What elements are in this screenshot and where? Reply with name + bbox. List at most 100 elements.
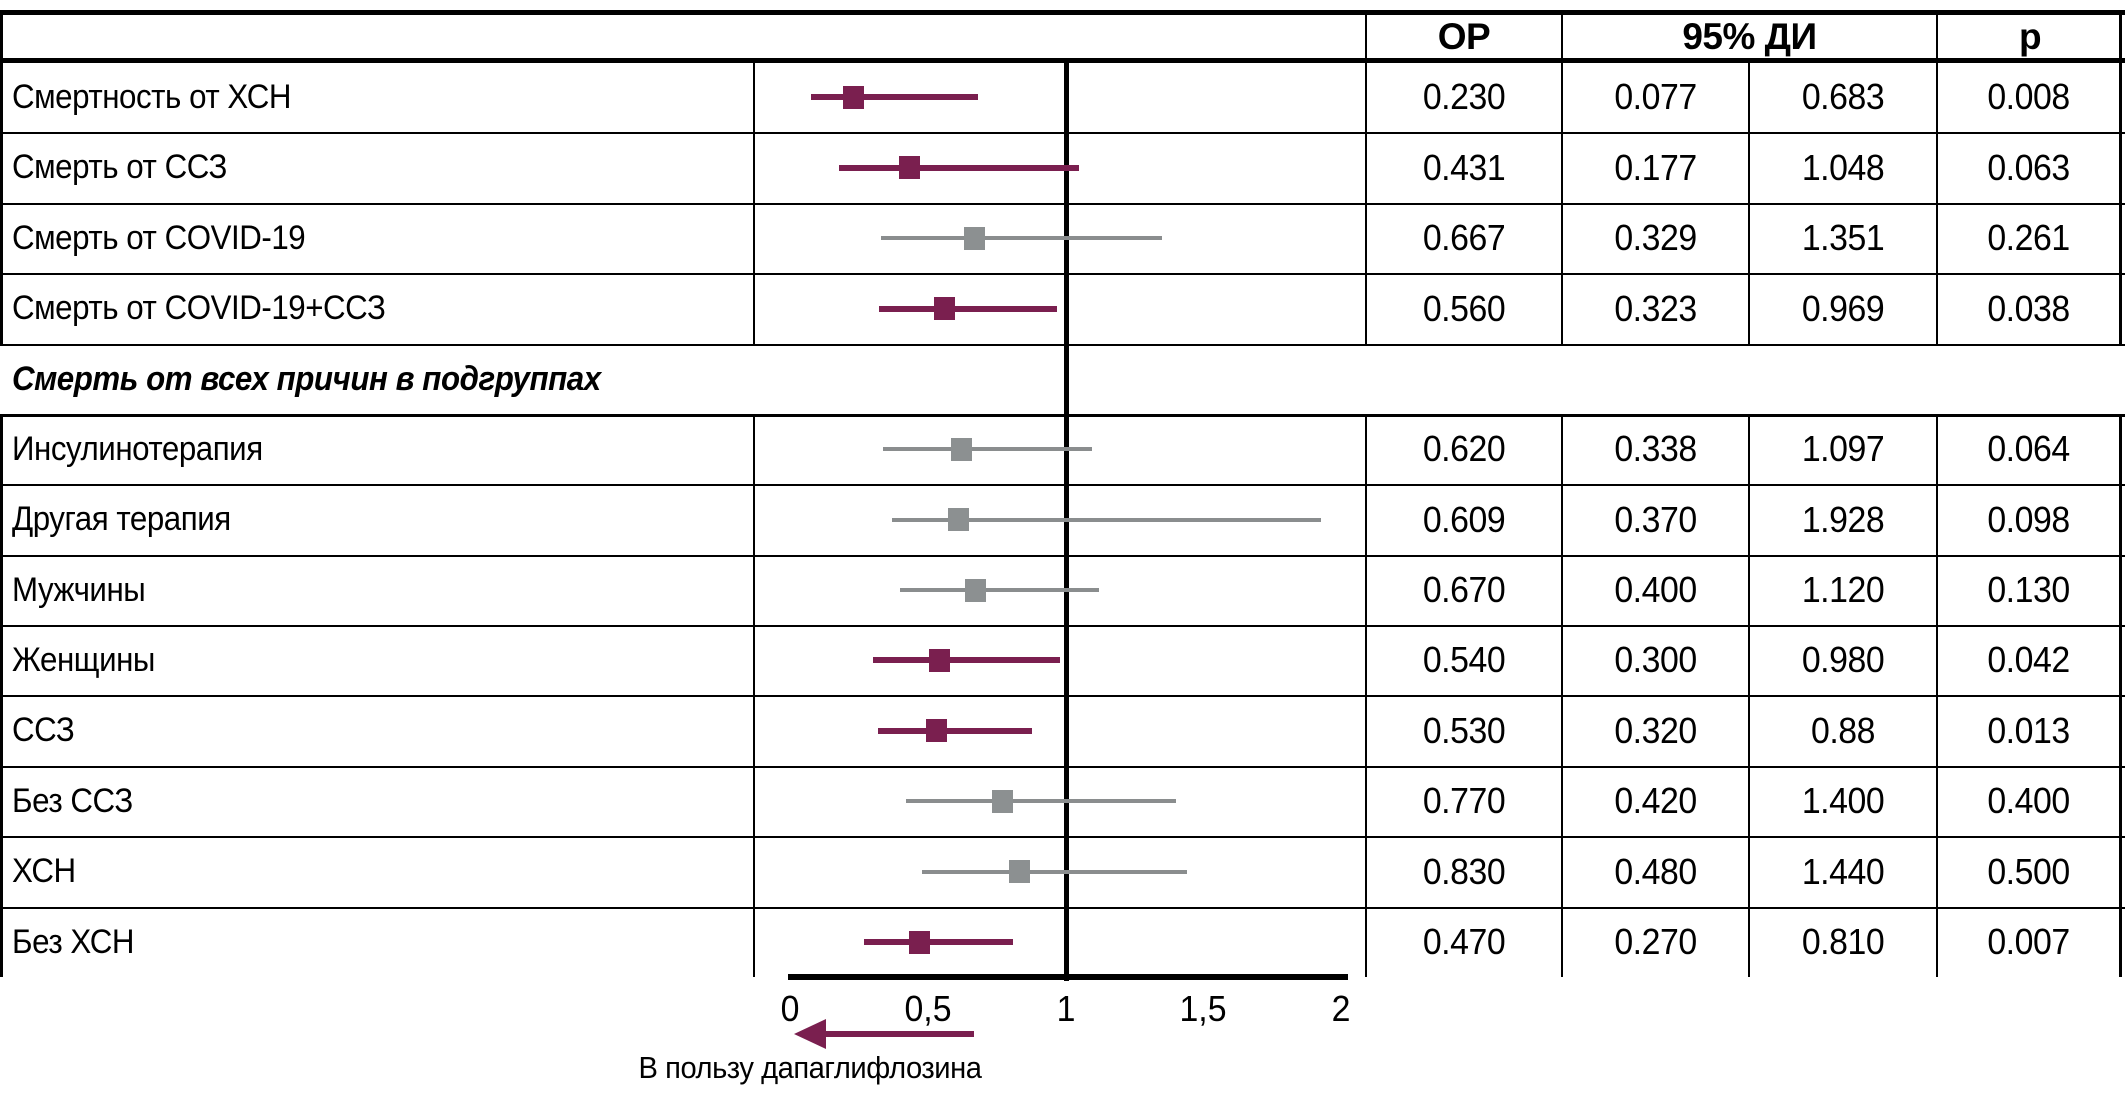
label-plot-divider xyxy=(753,414,755,977)
or-marker xyxy=(926,719,947,742)
cell-or: 0.230 xyxy=(1422,76,1506,117)
row-label: Смерть от ССЗ xyxy=(12,148,227,186)
favors-arrow-head-icon xyxy=(794,1019,826,1049)
cell-or: 0.540 xyxy=(1422,639,1506,680)
row-divider xyxy=(0,907,2125,909)
label-plot-divider xyxy=(753,62,755,344)
column-header-or: ОР xyxy=(1437,15,1491,57)
cell-or: 0.770 xyxy=(1422,780,1506,821)
cell-ci-low: 0.270 xyxy=(1614,921,1697,962)
ci-line xyxy=(881,236,1162,240)
row-divider xyxy=(0,132,2125,134)
or-marker xyxy=(909,931,930,954)
cell-ci-high: 1.400 xyxy=(1801,780,1885,821)
or-marker xyxy=(948,508,969,531)
figure-right-border xyxy=(2119,10,2122,344)
cell-ci-high: 1.351 xyxy=(1801,217,1885,258)
row-label: ССЗ xyxy=(12,711,75,749)
cell-ci-low: 0.370 xyxy=(1614,498,1697,540)
or-marker xyxy=(964,227,985,250)
cell-ci-high: 0.980 xyxy=(1801,639,1885,680)
favors-arrow-shaft xyxy=(822,1031,974,1037)
row-divider xyxy=(0,695,2125,697)
row-divider xyxy=(0,484,2125,486)
ci-line xyxy=(892,518,1321,522)
cell-or: 0.609 xyxy=(1422,498,1506,540)
cell-p: 0.064 xyxy=(1987,428,2070,469)
table-top-border xyxy=(0,10,2125,15)
ci-line xyxy=(878,728,1032,734)
row-label: Смерть от COVID-19 xyxy=(12,218,306,257)
figure-left-border xyxy=(0,414,3,977)
cell-ci-high: 1.120 xyxy=(1801,569,1885,610)
cell-p: 0.013 xyxy=(1987,709,2070,751)
or-marker xyxy=(934,297,955,320)
or-marker xyxy=(1009,860,1030,883)
x-tick-label: 0 xyxy=(780,988,800,1029)
or-marker xyxy=(843,86,864,109)
cell-ci-high: 0.88 xyxy=(1810,709,1875,751)
cell-or: 0.670 xyxy=(1422,569,1506,610)
figure-right-border xyxy=(2119,414,2122,977)
cell-ci-low: 0.338 xyxy=(1614,428,1697,469)
ci-line xyxy=(873,657,1060,663)
row-divider xyxy=(0,414,2125,417)
row-divider xyxy=(0,203,2125,205)
cell-ci-low: 0.323 xyxy=(1614,287,1697,329)
row-label: Без ССЗ xyxy=(12,781,133,820)
cell-ci-low: 0.320 xyxy=(1614,709,1697,751)
row-label: Смерть от COVID-19+ССЗ xyxy=(12,289,386,327)
x-tick-label: 1,5 xyxy=(1179,988,1227,1029)
row-label: Инсулинотерапия xyxy=(12,429,263,468)
col-border-ci-high xyxy=(1748,414,1750,977)
ci-line xyxy=(883,447,1092,451)
cell-ci-high: 1.048 xyxy=(1801,146,1885,188)
row-label: ХСН xyxy=(12,852,76,890)
cell-ci-low: 0.480 xyxy=(1614,850,1697,892)
cell-or: 0.560 xyxy=(1422,287,1506,329)
ci-line xyxy=(864,939,1013,945)
cell-ci-high: 0.969 xyxy=(1801,287,1885,329)
ci-line xyxy=(839,165,1079,171)
row-label: Другая терапия xyxy=(12,500,231,538)
cell-or: 0.667 xyxy=(1422,217,1506,258)
cell-ci-high: 0.810 xyxy=(1801,921,1885,962)
ci-line xyxy=(811,94,978,100)
row-divider xyxy=(0,625,2125,627)
col-border-ci-low xyxy=(1561,10,1563,344)
row-label: Смертность от ХСН xyxy=(12,77,292,116)
or-marker xyxy=(899,156,920,179)
favors-annotation: В пользу дапаглифлозина xyxy=(638,1050,982,1085)
x-tick-label: 1 xyxy=(1056,988,1076,1029)
cell-or: 0.431 xyxy=(1422,146,1506,188)
row-divider xyxy=(0,836,2125,838)
x-tick-label: 0,5 xyxy=(904,988,952,1029)
cell-ci-low: 0.177 xyxy=(1614,146,1697,188)
cell-p: 0.500 xyxy=(1987,850,2070,892)
cell-p: 0.042 xyxy=(1987,639,2070,680)
col-border-p xyxy=(1936,10,1938,344)
row-label: Без ХСН xyxy=(12,922,135,961)
or-marker xyxy=(965,579,986,602)
header-bottom-border xyxy=(0,58,2125,63)
row-divider xyxy=(0,766,2125,768)
row-label: Мужчины xyxy=(12,570,146,609)
subgroup-section-label: Смерть от всех причин в подгруппах xyxy=(12,359,601,398)
cell-ci-high: 1.928 xyxy=(1801,498,1885,540)
cell-p: 0.261 xyxy=(1987,217,2070,258)
column-header-p: p xyxy=(2018,15,2042,57)
or-marker xyxy=(929,649,950,672)
ci-line xyxy=(900,588,1099,592)
figure-left-border xyxy=(0,10,3,344)
row-divider xyxy=(0,273,2125,275)
cell-ci-low: 0.329 xyxy=(1614,217,1697,258)
column-header-ci: 95% ДИ xyxy=(1682,15,1817,57)
cell-p: 0.063 xyxy=(1987,146,2070,188)
cell-p: 0.007 xyxy=(1987,921,2070,962)
col-border-ci-high xyxy=(1748,62,1750,344)
row-label: Женщины xyxy=(12,640,155,679)
row-divider xyxy=(0,555,2125,557)
col-border-ci-low xyxy=(1561,414,1563,977)
col-border-or xyxy=(1365,10,1367,344)
